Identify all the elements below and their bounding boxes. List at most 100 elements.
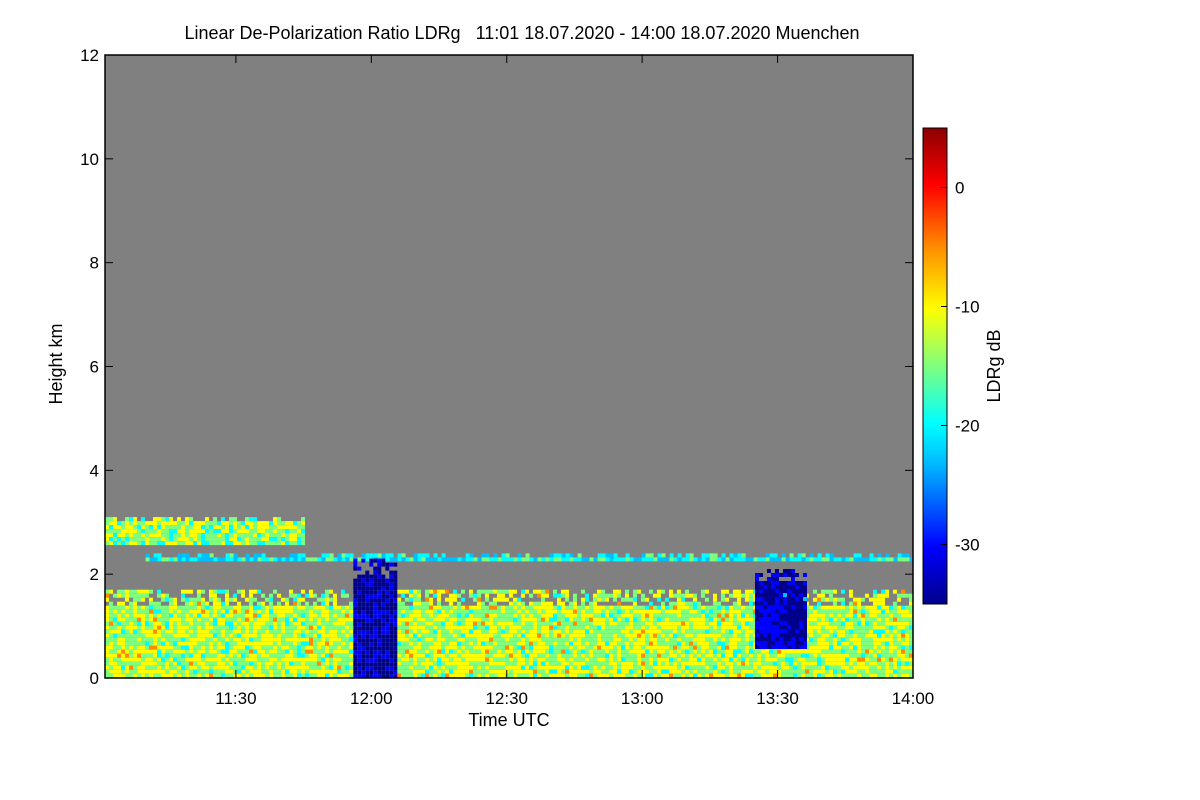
heatmap-cell-boundary-layer (733, 633, 737, 638)
heatmap-cell-boundary-layer (177, 625, 181, 630)
heatmap-cell-boundary-layer (637, 625, 641, 630)
heatmap-cell-boundary-layer (113, 621, 117, 626)
heatmap-cell-boundary-layer (249, 617, 253, 622)
heatmap-cell-aerosol-layer-top (181, 533, 185, 538)
heatmap-cell-boundary-layer (689, 657, 693, 662)
heatmap-cell-boundary-layer (165, 613, 169, 618)
heatmap-cell-boundary-layer (441, 673, 445, 678)
heatmap-cell-boundary-layer (425, 669, 429, 674)
heatmap-cell-thin-layer (765, 557, 770, 562)
heatmap-cell-boundary-layer (305, 601, 309, 606)
heatmap-cell-aerosol-layer-top (209, 521, 213, 526)
heatmap-cell-boundary-layer (297, 621, 301, 626)
heatmap-cell-aerosol-layer-top (177, 517, 181, 522)
heatmap-cell-boundary-layer (213, 669, 217, 674)
heatmap-cell-boundary-layer (153, 637, 157, 642)
heatmap-cell-aerosol-layer-top (217, 541, 221, 546)
heatmap-cell-thin-layer (769, 553, 774, 558)
heatmap-cell-boundary-layer (705, 621, 709, 626)
heatmap-cell-low-ldr-cloud-1 (353, 594, 358, 599)
heatmap-cell-boundary-layer (289, 609, 293, 614)
heatmap-cell-boundary-layer (509, 633, 513, 638)
heatmap-cell-boundary-layer (753, 661, 757, 666)
heatmap-cell-boundary-layer (645, 613, 649, 618)
heatmap-cell-boundary-layer (217, 649, 221, 654)
heatmap-cell-boundary-layer (717, 665, 721, 670)
heatmap-cell-boundary-layer (893, 589, 897, 594)
heatmap-cell-boundary-layer (669, 669, 673, 674)
heatmap-cell-aerosol-layer-top (137, 525, 141, 530)
heatmap-cell-boundary-layer (205, 653, 209, 658)
heatmap-cell-boundary-layer (125, 649, 129, 654)
heatmap-cell-boundary-layer (293, 625, 297, 630)
heatmap-cell-boundary-layer (641, 621, 645, 626)
heatmap-cell-boundary-layer (161, 625, 165, 630)
heatmap-cell-boundary-layer (553, 673, 557, 678)
heatmap-cell-thin-layer (613, 553, 618, 558)
heatmap-cell-boundary-layer (193, 605, 197, 610)
heatmap-cell-boundary-layer (685, 637, 689, 642)
heatmap-cell-boundary-layer (241, 657, 245, 662)
heatmap-cell-boundary-layer (905, 633, 909, 638)
heatmap-cell-boundary-layer (545, 589, 549, 594)
heatmap-cell-boundary-layer (585, 669, 589, 674)
heatmap-cell-boundary-layer (453, 629, 457, 634)
heatmap-cell-boundary-layer (469, 613, 473, 618)
heatmap-cell-thin-layer (729, 557, 734, 562)
heatmap-cell-boundary-layer (829, 605, 833, 610)
heatmap-cell-boundary-layer (225, 625, 229, 630)
heatmap-cell-boundary-layer (237, 653, 241, 658)
heatmap-cell-boundary-layer (261, 641, 265, 646)
heatmap-cell-boundary-layer (305, 661, 309, 666)
heatmap-cell-aerosol-layer-top (189, 533, 193, 538)
heatmap-cell-boundary-layer (853, 645, 857, 650)
heatmap-cell-aerosol-layer-top (269, 525, 273, 530)
heatmap-cell-boundary-layer (641, 617, 645, 622)
heatmap-cell-boundary-layer (161, 669, 165, 674)
heatmap-cell-boundary-layer (301, 629, 305, 634)
heatmap-cell-boundary-layer (481, 637, 485, 642)
heatmap-cell-low-ldr-cloud-1 (353, 658, 358, 663)
heatmap-cell-boundary-layer (661, 625, 665, 630)
heatmap-cell-aerosol-layer-top (201, 521, 205, 526)
heatmap-cell-thin-layer (301, 557, 306, 562)
heatmap-cell-boundary-layer (149, 669, 153, 674)
heatmap-cell-boundary-layer (609, 637, 613, 642)
heatmap-cell-boundary-layer (677, 613, 681, 618)
heatmap-cell-boundary-layer (901, 645, 905, 650)
heatmap-cell-boundary-layer (617, 613, 621, 618)
heatmap-cell-aerosol-layer-top (281, 525, 285, 530)
heatmap-cell-boundary-layer (893, 661, 897, 666)
heatmap-cell-boundary-layer (173, 605, 177, 610)
heatmap-cell-thin-layer (561, 557, 566, 562)
heatmap-cell-boundary-layer (585, 637, 589, 642)
heatmap-cell-boundary-layer (517, 657, 521, 662)
heatmap-cell-boundary-layer (809, 609, 813, 614)
heatmap-cell-boundary-layer (449, 633, 453, 638)
heatmap-cell-aerosol-layer-top (153, 517, 157, 522)
heatmap-cell-boundary-layer (601, 641, 605, 646)
heatmap-cell-boundary-layer (505, 665, 509, 670)
heatmap-cell-boundary-layer (221, 617, 225, 622)
heatmap-cell-boundary-layer (717, 653, 721, 658)
heatmap-cell-boundary-layer (197, 621, 201, 626)
heatmap-cell-boundary-layer (517, 629, 521, 634)
heatmap-cell-boundary-layer (341, 657, 345, 662)
heatmap-cell-boundary-layer (213, 629, 217, 634)
heatmap-cell-boundary-layer (633, 673, 637, 678)
heatmap-cell-boundary-layer (573, 661, 577, 666)
heatmap-cell-boundary-layer (201, 641, 205, 646)
heatmap-cell-low-ldr-cloud-1 (353, 622, 358, 627)
heatmap-cell-boundary-layer (649, 657, 653, 662)
heatmap-cell-boundary-layer (617, 637, 621, 642)
heatmap-cell-boundary-layer (153, 605, 157, 610)
heatmap-cell-boundary-layer (845, 609, 849, 614)
heatmap-cell-boundary-layer (649, 665, 653, 670)
heatmap-cell-boundary-layer (457, 669, 461, 674)
heatmap-cell-boundary-layer (421, 609, 425, 614)
heatmap-cell-boundary-layer (157, 593, 161, 598)
heatmap-cell-aerosol-layer-top (269, 521, 273, 526)
heatmap-cell-boundary-layer (141, 589, 145, 594)
heatmap-cell-boundary-layer (817, 609, 821, 614)
heatmap-cell-boundary-layer (333, 665, 337, 670)
